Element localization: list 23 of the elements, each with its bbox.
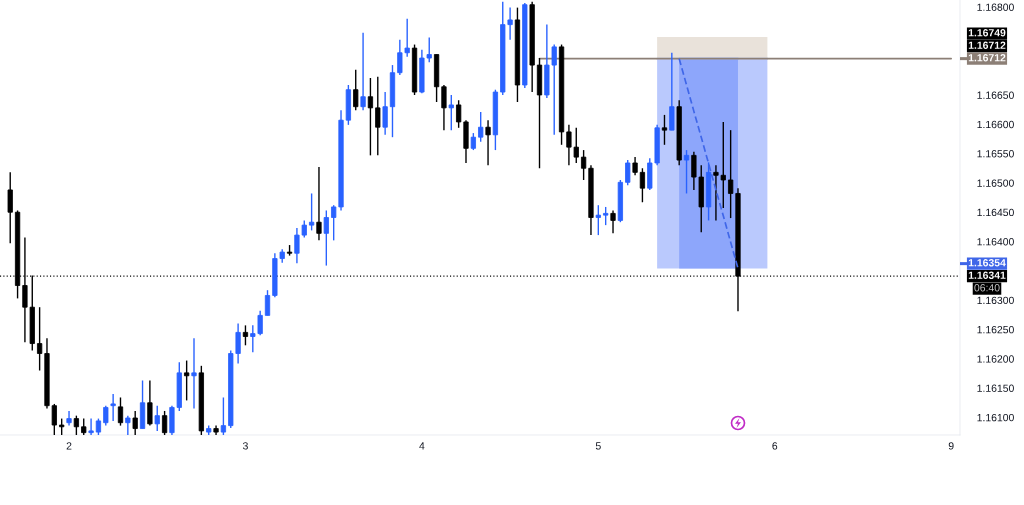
text: 1.16749: [968, 29, 1006, 37]
x-tick-label: 3: [242, 442, 248, 450]
y-tick-label: 1.16500: [977, 179, 1014, 187]
y-tick-label: 1.16400: [977, 238, 1014, 246]
y-tick-label: 1.16800: [977, 3, 1014, 11]
legend-label: 1.16354: [968, 259, 1006, 267]
y-tick-label: 1.16450: [977, 208, 1014, 217]
y-tick-label: 1.16600: [977, 120, 1014, 129]
x-tick-label: 9: [948, 442, 954, 450]
y-tick-label: 1.16150: [977, 384, 1014, 392]
text: 1.16712: [968, 41, 1006, 49]
x-tick-label: 6: [772, 442, 778, 450]
y-tick-label: 1.16650: [977, 91, 1014, 99]
y-tick-label: 1.16300: [977, 296, 1014, 305]
x-tick-label: 2: [66, 442, 72, 450]
ref-line-label: 1.16341 06:40: [968, 271, 1006, 292]
x-tick-label: 5: [595, 442, 601, 450]
y-tick-label: 1.16200: [977, 355, 1014, 363]
x-tick-label: 4: [419, 442, 425, 450]
y-tick-label: 1.16100: [977, 413, 1014, 422]
legend-label: 1.16712: [968, 54, 1006, 62]
y-tick-label: 1.16550: [977, 150, 1014, 158]
y-tick-label: 1.16250: [977, 325, 1014, 334]
